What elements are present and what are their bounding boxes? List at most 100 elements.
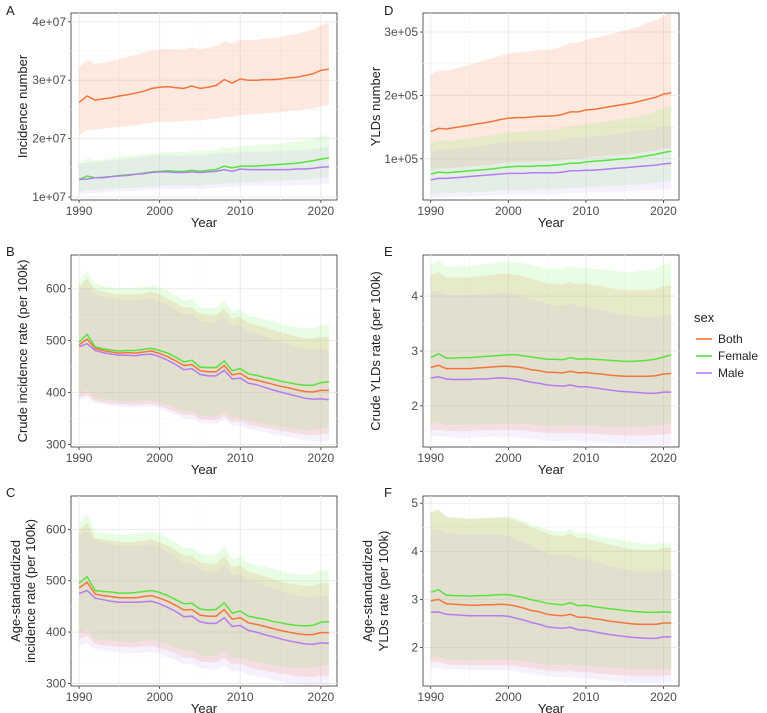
x-tick-label: 2020 xyxy=(650,690,677,704)
band-female xyxy=(79,514,329,669)
series-line-both xyxy=(430,364,672,377)
y-tick-label: 300 xyxy=(46,437,66,451)
series-line-female xyxy=(430,352,672,363)
y-tick-label: 4e+07 xyxy=(32,15,66,29)
series-line-female xyxy=(78,575,329,627)
band-female xyxy=(430,509,672,670)
series-line-female xyxy=(78,333,330,386)
band-male xyxy=(79,286,329,442)
series-line-both xyxy=(430,598,672,626)
series-line-both xyxy=(78,68,330,103)
legend: sex Both Female Male xyxy=(694,310,758,380)
y-axis-title: YLDs number xyxy=(368,66,383,146)
y-tick-label: 2e+05 xyxy=(384,88,418,102)
x-axis-title: Year xyxy=(538,701,565,713)
y-tick-label: 3 xyxy=(411,592,418,606)
x-tick-label: 2000 xyxy=(146,690,173,704)
y-tick-label: 2 xyxy=(411,641,418,655)
band-both xyxy=(79,22,329,135)
panel-letter: A xyxy=(6,3,15,18)
series-line-male xyxy=(78,589,329,646)
panel-e: 1990 2000 2010 2020 2 3 4 Year Crude YLDs rate (… xyxy=(368,244,680,477)
x-tick-label: 2000 xyxy=(146,451,173,465)
gridlines xyxy=(71,13,337,200)
legend-title: sex xyxy=(694,310,715,325)
y-tick-label: 1e+05 xyxy=(384,152,418,166)
y-tick-label: 3 xyxy=(411,344,418,358)
plot-area-b xyxy=(70,254,338,448)
gridlines xyxy=(423,13,679,200)
plot-area-f xyxy=(422,495,680,687)
x-tick-label: 2000 xyxy=(495,451,522,465)
y-axis-title: incidence rate (per 100k) xyxy=(23,519,38,663)
panel-letter: C xyxy=(6,485,15,500)
x-tick-label: 2020 xyxy=(308,204,335,218)
panel-c: 1990 2000 2010 2020 300 400 500 600 Year Age-stan… xyxy=(6,485,338,713)
y-tick-label: 4 xyxy=(411,289,418,303)
gridlines xyxy=(423,255,679,447)
x-axis-title: Year xyxy=(191,701,218,713)
band-female xyxy=(79,270,329,431)
y-axis-title: Crude incidence rate (per 100k) xyxy=(15,260,30,443)
series-line-male xyxy=(430,162,672,181)
y-tick-label: 500 xyxy=(46,334,66,348)
y-tick-label: 4 xyxy=(411,544,418,558)
series-line-female xyxy=(430,588,672,614)
y-tick-label: 2e+07 xyxy=(32,132,66,146)
series-line-both xyxy=(78,581,329,636)
band-male xyxy=(79,531,329,686)
y-axis-title: Incidence number xyxy=(15,54,30,158)
band-male xyxy=(430,528,672,684)
y-tick-label: 600 xyxy=(46,282,66,296)
y-axis-title: Crude YLDs rate (per 100k) xyxy=(368,271,383,430)
x-tick-label: 2020 xyxy=(308,451,335,465)
gridlines xyxy=(71,255,337,447)
x-tick-label: 2000 xyxy=(495,204,522,218)
panel-letter: B xyxy=(6,244,15,259)
band-both xyxy=(430,272,672,436)
series-line-male xyxy=(430,611,672,640)
x-tick-label: 2020 xyxy=(650,204,677,218)
y-tick-label: 1e+07 xyxy=(32,190,66,204)
x-tick-label: 1990 xyxy=(417,690,444,704)
band-female xyxy=(430,106,672,195)
y-tick-label: 5 xyxy=(411,496,418,510)
plot-area-c xyxy=(70,495,338,687)
x-tick-label: 1990 xyxy=(66,451,93,465)
series-line-male xyxy=(79,165,329,181)
x-tick-label: 2010 xyxy=(227,690,254,704)
band-both xyxy=(79,278,329,436)
band-female xyxy=(430,259,672,427)
x-axis-title: Year xyxy=(191,462,218,477)
plot-area-d xyxy=(422,12,680,201)
y-tick-label: 2 xyxy=(411,399,418,413)
panel-d: 1990 2000 2010 2020 1e+05 2e+05 3e+05 Year YLDs … xyxy=(368,3,680,230)
y-axis-title: Age-standardized xyxy=(360,540,375,642)
x-tick-label: 2020 xyxy=(650,451,677,465)
x-axis-title: Year xyxy=(191,215,218,230)
y-tick-label: 400 xyxy=(46,386,66,400)
y-tick-label: 3e+07 xyxy=(32,73,66,87)
gridlines xyxy=(423,496,679,686)
series-line-female xyxy=(430,150,672,175)
series-line-male xyxy=(78,342,330,401)
panel-b: 1990 2000 2010 2020 300 400 500 600 Year Crude in… xyxy=(6,244,338,477)
x-tick-label: 1990 xyxy=(417,204,444,218)
series-line-both xyxy=(78,338,329,393)
x-tick-label: 2000 xyxy=(146,204,173,218)
y-tick-label: 600 xyxy=(46,522,66,536)
y-tick-label: 300 xyxy=(46,676,66,690)
band-female xyxy=(79,134,329,193)
legend-item-female: Female xyxy=(696,349,758,363)
legend-label-both: Both xyxy=(718,332,743,346)
x-tick-label: 1990 xyxy=(417,451,444,465)
series-line-both xyxy=(430,92,672,133)
y-tick-label: 400 xyxy=(46,625,66,639)
gridlines xyxy=(71,496,337,686)
x-axis-title: Year xyxy=(538,462,565,477)
x-axis-title: Year xyxy=(538,215,565,230)
panel-a: 1990 2000 2010 2020 1e+07 2e+07 3e+07 4e+07 Year… xyxy=(6,3,338,230)
x-tick-label: 1990 xyxy=(66,204,93,218)
band-male xyxy=(430,290,672,446)
